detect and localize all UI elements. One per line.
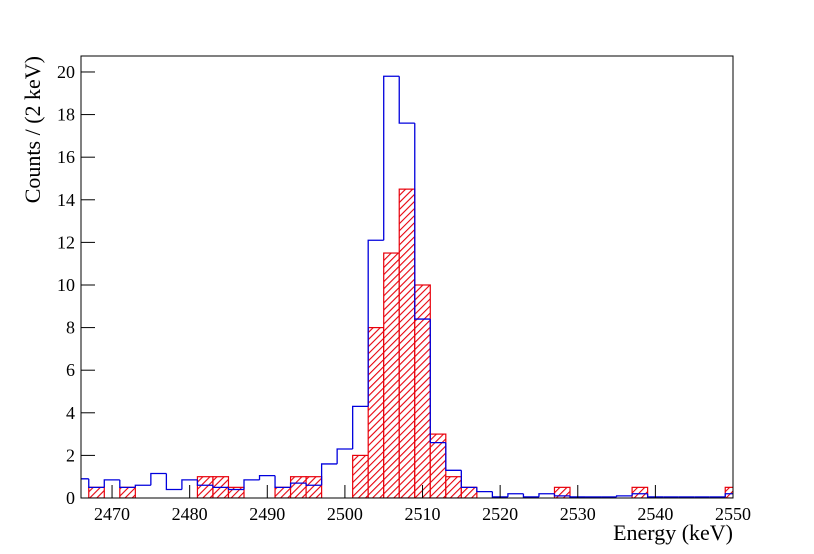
plot-area [81,75,733,498]
x-axis-title: Energy (keV) [613,520,733,545]
hist-step [134,484,151,488]
hist-step [352,405,369,450]
hist-bar [196,476,214,498]
hist-step [414,123,431,320]
hist-bar [414,284,431,498]
x-tick-label: 2510 [405,504,441,524]
hist-step [491,491,508,498]
hist-bar [305,476,323,498]
hist-step [289,482,307,488]
hist-bar [119,486,136,498]
hist-step [538,493,555,497]
y-tick-label: 16 [57,147,75,167]
hist-step [320,463,338,486]
y-tick-label: 0 [66,488,75,508]
x-tick-label: 2520 [482,504,518,524]
hist-step [88,478,105,488]
x-tick-label: 2550 [715,504,751,524]
y-tick-label: 8 [66,318,75,338]
hist-step [274,475,291,488]
hist-step [305,483,322,486]
hist-step [429,319,446,444]
frame [80,55,734,499]
hist-step [336,448,353,464]
hist-step [243,479,260,490]
x-tick-label: 2480 [172,504,208,524]
hist-step [476,487,493,493]
hist-step [212,485,229,488]
y-tick-label: 4 [66,403,75,423]
y-axis-title: Counts / (2 keV) [20,56,45,203]
y-tick-label: 10 [57,275,75,295]
hist-step [103,479,120,488]
x-tick-label: 2540 [637,504,673,524]
y-tick-label: 14 [57,190,75,210]
hist-bar [383,252,400,498]
hist-step [150,472,167,486]
hist-step [81,478,89,480]
hist-step [383,75,400,241]
x-tick-label: 2490 [249,504,285,524]
hist-step [522,493,539,498]
y-tick-label: 18 [57,105,75,125]
y-tick-label: 20 [57,62,75,82]
hist-bar [724,486,733,498]
x-tick-label: 2500 [327,504,363,524]
x-tick-label: 2530 [560,504,596,524]
hist-step [227,487,244,491]
hist-step [445,442,462,471]
hist-bar [367,326,385,498]
hist-step [181,479,198,490]
hist-bar [352,454,369,498]
hist-step [460,470,477,488]
hist-bar [289,476,307,498]
hist-step [615,495,633,497]
hist-step [569,495,586,498]
hist-bar [274,486,292,498]
hist-bar [398,188,416,498]
hist-step [196,479,213,486]
hist-bar [460,486,478,498]
hist-step [724,493,733,497]
hist-step [258,474,276,480]
hist-bar [429,433,447,498]
hist-step [119,479,136,488]
hist-bar [445,476,462,498]
x-tick-label: 2470 [94,504,130,524]
y-tick-label: 6 [66,360,75,380]
hist-step [507,493,524,497]
hist-step [646,493,664,498]
hist-bar [631,486,649,498]
hist-bar [88,486,105,498]
hist-step [165,473,182,491]
hist-step [398,76,415,124]
hist-step [367,239,384,407]
hist-step [553,493,570,497]
hist-step [631,493,648,496]
y-tick-label: 12 [57,232,75,252]
y-tick-label: 2 [66,445,75,465]
